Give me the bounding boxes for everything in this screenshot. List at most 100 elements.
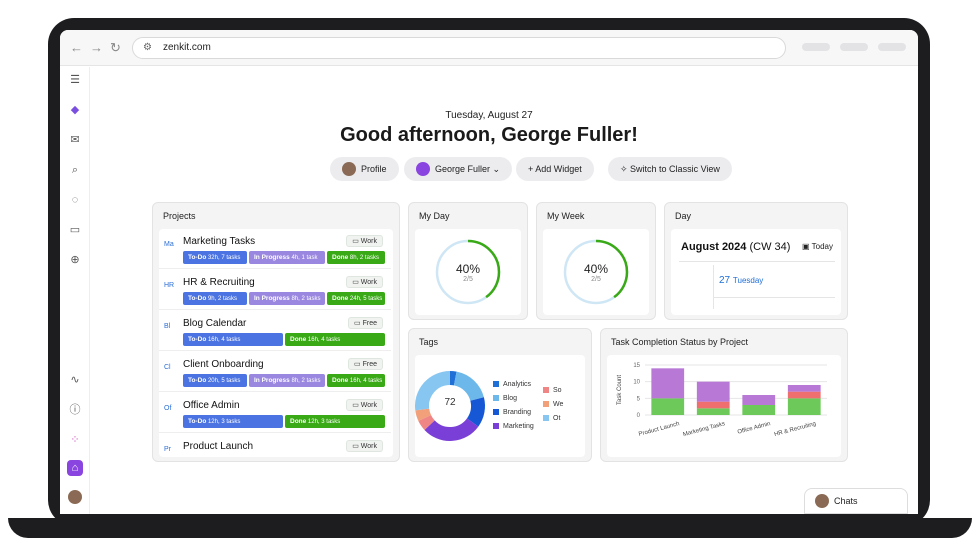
forward-icon[interactable]: → (90, 40, 103, 55)
classic-view-button[interactable]: ✧ Switch to Classic View (608, 157, 732, 181)
todo-segment[interactable]: To-Do 16h, 4 tasks (183, 333, 283, 346)
todo-segment[interactable]: To-Do 32h, 7 tasks (183, 251, 247, 264)
menu-icon[interactable]: ☰ (70, 74, 80, 86)
donut-slice[interactable] (424, 417, 479, 441)
bar-segment[interactable] (787, 385, 821, 392)
project-abbr: Of (164, 405, 172, 412)
x-tick-label: Product Launch (638, 421, 680, 438)
legend-item[interactable]: Marketing (493, 423, 534, 430)
user-avatar[interactable] (68, 490, 82, 505)
project-name[interactable]: Office Admin (183, 400, 240, 411)
legend-swatch (493, 409, 499, 416)
legend-item[interactable]: We (543, 401, 563, 408)
project-name[interactable]: Product Launch (183, 441, 254, 452)
bar-segment[interactable] (696, 401, 730, 409)
today-button[interactable]: ▣ Today (802, 242, 833, 251)
done-segment[interactable]: Done 8h, 2 tasks (327, 251, 385, 264)
legend-swatch (493, 381, 499, 388)
project-name[interactable]: Marketing Tasks (183, 236, 256, 247)
todo-segment[interactable]: To-Do 20h, 5 tasks (183, 374, 247, 387)
bar-segment[interactable] (651, 398, 685, 415)
activity-icon[interactable]: ∿ (70, 374, 80, 386)
info-icon[interactable]: ⓘ (69, 404, 81, 416)
y-tick-label: 15 (633, 363, 640, 369)
legend-item[interactable]: Blog (493, 395, 517, 402)
done-segment[interactable]: Done 16h, 4 tasks (285, 333, 385, 346)
bar-segment[interactable] (787, 398, 821, 415)
search-icon[interactable]: ⌕ (71, 164, 79, 176)
in-progress-segment[interactable]: In Progress 8h, 2 tasks (249, 292, 325, 305)
chat-icon[interactable]: ◌ (71, 194, 79, 206)
project-name[interactable]: Client Onboarding (183, 359, 264, 370)
toolbar-pill[interactable] (840, 43, 868, 51)
donut-slice[interactable] (466, 397, 485, 427)
zenkit-logo-icon[interactable]: ◆ (70, 104, 80, 116)
bar-segment[interactable] (787, 391, 821, 399)
project-name[interactable]: Blog Calendar (183, 318, 247, 329)
my-week-widget: My Week 40% 2/5 (536, 202, 656, 320)
in-progress-segment[interactable]: In Progress 8h, 2 tasks (249, 374, 325, 387)
bar-segment[interactable] (651, 368, 685, 399)
avatar (342, 161, 356, 176)
bar-segment[interactable] (696, 381, 730, 402)
reload-icon[interactable]: ↻ (110, 40, 121, 55)
folder-icon[interactable]: ▭ (69, 224, 81, 236)
toolbar-pill[interactable] (802, 43, 830, 51)
in-progress-segment[interactable]: In Progress 4h, 1 task (249, 251, 325, 264)
profile-button[interactable]: Profile (330, 157, 399, 181)
inbox-icon[interactable]: ✉ (70, 134, 80, 146)
day-title: Day (675, 211, 692, 221)
done-segment[interactable]: Done 12h, 3 tasks (285, 415, 385, 428)
browser-bar: ← → ↻ ⚙ zenkit.com (60, 30, 918, 66)
user-dropdown-button[interactable]: George Fuller ⌄ (404, 157, 513, 181)
todo-segment[interactable]: To-Do 12h, 3 tasks (183, 415, 283, 428)
laptop-base (8, 518, 972, 538)
toolbar-pill[interactable] (878, 43, 906, 51)
tags-panel: 72 Analytics Blog Branding Marketing So We Ot (415, 355, 585, 457)
project-name[interactable]: HR & Recruiting (183, 277, 255, 288)
day-cell[interactable]: 27 Tuesday (719, 275, 764, 286)
donut-slice[interactable] (418, 414, 435, 430)
project-row[interactable]: Of Office Admin ▭ Work To-Do 12h, 3 tasks Do… (159, 393, 391, 433)
bar-segment[interactable] (742, 395, 776, 405)
project-abbr: Ma (164, 241, 174, 248)
my-day-ring (435, 239, 501, 305)
todo-segment[interactable]: To-Do 9h, 2 tasks (183, 292, 247, 305)
legend-item[interactable]: So (543, 387, 562, 394)
legend-item[interactable]: Ot (543, 415, 560, 422)
back-icon[interactable]: ← (70, 40, 83, 55)
url-text: zenkit.com (163, 42, 211, 53)
legend-item[interactable]: Analytics (493, 381, 531, 388)
apps-icon[interactable]: ⁘ (70, 434, 80, 446)
project-row[interactable]: HR HR & Recruiting ▭ Work To-Do 9h, 2 tasks… (159, 270, 391, 310)
legend-swatch (543, 387, 549, 394)
home-icon[interactable]: ⌂ (67, 460, 83, 476)
my-week-percent: 40% (583, 262, 609, 276)
site-settings-icon[interactable]: ⚙ (143, 42, 152, 53)
add-widget-button[interactable]: + Add Widget (516, 157, 594, 181)
url-bar[interactable]: ⚙ zenkit.com (132, 37, 786, 59)
chats-button[interactable]: Chats (804, 488, 908, 514)
project-row[interactable]: Cl Client Onboarding ▭ Free To-Do 20h, 5 ta… (159, 352, 391, 392)
done-segment[interactable]: Done 24h, 5 tasks (327, 292, 385, 305)
bar-segment[interactable] (742, 405, 776, 415)
legend-item[interactable]: Branding (493, 409, 531, 416)
donut-slice[interactable] (415, 371, 451, 411)
screen: ← → ↻ ⚙ zenkit.com ☰ ◆ ✉ ⌕ ◌ ▭ ⊕ ∿ ⓘ ⁘ ⌂… (60, 30, 918, 514)
day-gridline (713, 265, 714, 309)
chart-panel: 0 5 10 15 Task Count Product Launch Marketing … (607, 355, 841, 457)
project-tag: ▭ Work (346, 399, 383, 411)
bar-segment[interactable] (696, 408, 730, 415)
done-segment[interactable]: Done 16h, 4 tasks (327, 374, 385, 387)
project-tag: ▭ Work (346, 276, 383, 288)
add-icon[interactable]: ⊕ (70, 254, 80, 266)
project-row[interactable]: Pr Product Launch ▭ Work (159, 434, 391, 457)
my-week-ring (563, 239, 629, 305)
legend-swatch (493, 423, 499, 430)
my-week-sub: 2/5 (591, 276, 601, 283)
x-tick-label: Office Admin (737, 421, 771, 436)
donut-slice[interactable] (453, 371, 484, 402)
project-row[interactable]: Ma Marketing Tasks ▭ Work To-Do 32h, 7 task… (159, 229, 391, 269)
project-row[interactable]: Bl Blog Calendar ▭ Free To-Do 16h, 4 tasks D… (159, 311, 391, 351)
donut-slice[interactable] (415, 408, 432, 421)
